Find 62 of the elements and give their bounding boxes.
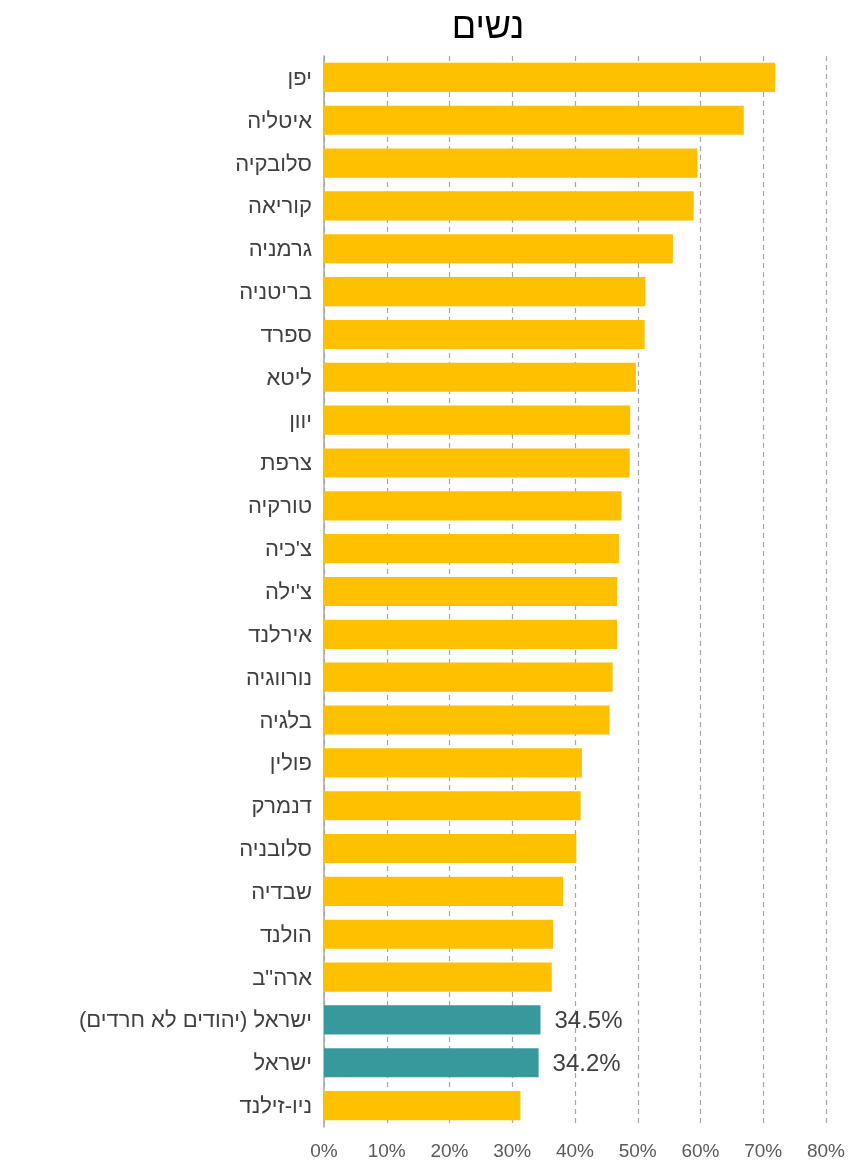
y-tick-label: בלגיה [259, 707, 312, 733]
y-tick-label: שבדיה [251, 878, 312, 904]
bar [324, 105, 744, 135]
bar [324, 748, 582, 778]
bar [324, 448, 630, 478]
y-tick-label: דנמרק [251, 793, 312, 819]
bar [324, 619, 618, 649]
y-tick-label: צרפת [260, 450, 313, 476]
bar [324, 919, 554, 949]
x-tick-label: 20% [430, 1140, 469, 1161]
x-tick-label: 10% [367, 1140, 406, 1161]
bar [324, 962, 552, 992]
y-tick-label: פולין [269, 750, 312, 776]
x-tick-label: 70% [744, 1140, 783, 1161]
y-tick-label: יפן [287, 64, 312, 90]
y-tick-label: אירלנד [248, 621, 313, 647]
bar [324, 491, 622, 521]
bar [324, 191, 694, 221]
bar [324, 662, 613, 692]
bar [324, 319, 645, 350]
y-tick-label: צ'כיה [265, 536, 312, 562]
y-tick-label: ארה"ב [252, 964, 313, 990]
x-tick-label: 60% [681, 1140, 720, 1161]
bar [324, 234, 673, 264]
y-tick-label: ספרד [260, 321, 312, 347]
bar [324, 1091, 521, 1121]
chart-title: נשים [451, 4, 525, 46]
x-tick-label: 30% [493, 1140, 532, 1161]
y-tick-label: צ'ילה [264, 579, 313, 604]
bar [324, 576, 618, 607]
y-tick-label: הולנד [259, 921, 312, 947]
x-tick-label: 40% [555, 1140, 595, 1161]
y-tick-label: ליטא [266, 364, 312, 390]
bar [324, 833, 577, 864]
bar [324, 1005, 541, 1035]
data-label: 34.5% [554, 1006, 623, 1034]
y-tick-label: טורקיה [247, 493, 312, 519]
bar [324, 705, 610, 735]
bar [324, 405, 631, 435]
y-tick-label: איטליה [247, 107, 313, 133]
y-tick-label: נורווגיה [246, 664, 312, 690]
y-tick-label: סלובניה [239, 836, 312, 862]
y-tick-label: בריטניה [239, 279, 312, 305]
bar [324, 534, 619, 564]
x-tick-label: 50% [618, 1140, 657, 1161]
x-tick-label: 80% [806, 1140, 846, 1161]
data-label: 34.2% [552, 1049, 621, 1077]
y-tick-label: ישראל [253, 1050, 312, 1076]
bar [324, 148, 698, 178]
y-tick-label: סלובקיה [235, 150, 312, 176]
y-tick-label: יוון [289, 407, 312, 433]
y-tick-label: קוריאה [248, 193, 312, 219]
bar [324, 876, 564, 906]
bar [324, 277, 646, 307]
bar [324, 791, 581, 821]
bar [324, 62, 776, 92]
y-tick-label: גרמניה [248, 236, 312, 262]
bar [324, 1048, 539, 1078]
y-tick-label: ישראל (יהודים לא חרדים) [79, 1007, 312, 1033]
y-tick-label: ניו-זילנד [239, 1093, 312, 1119]
x-tick-label: 0% [310, 1140, 338, 1161]
bar [324, 362, 636, 392]
